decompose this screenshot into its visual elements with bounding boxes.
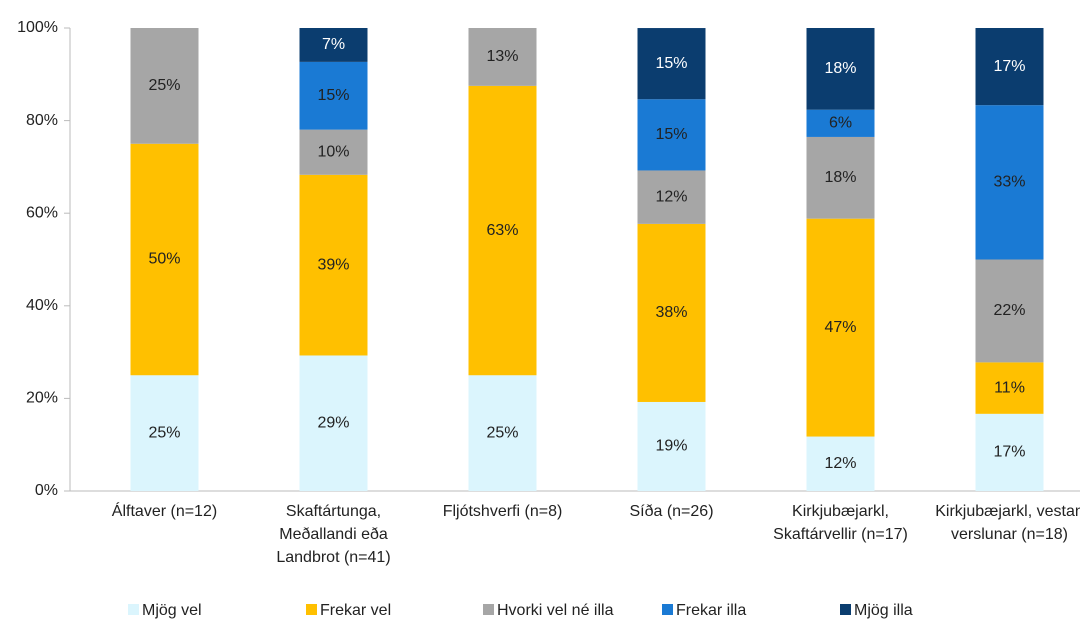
bar-segment xyxy=(806,136,875,219)
bar-segment xyxy=(637,99,706,171)
data-label: 25% xyxy=(148,77,180,94)
bar-segment xyxy=(975,28,1044,106)
bar-segment xyxy=(299,129,368,175)
bar-segment xyxy=(299,61,368,130)
data-label: 47% xyxy=(824,319,856,336)
y-tick-label: 20% xyxy=(26,390,58,407)
data-label: 29% xyxy=(317,414,349,431)
x-tick-label: Fljótshverfi (n=8) xyxy=(442,503,563,520)
data-label: 39% xyxy=(317,256,349,273)
bar-segment xyxy=(806,109,875,137)
bar-segment xyxy=(975,105,1044,260)
data-label: 18% xyxy=(824,60,856,77)
bar-segment xyxy=(299,28,368,62)
data-label: 25% xyxy=(148,424,180,441)
legend-swatch xyxy=(128,604,139,615)
legend-label: Hvorki vel né illa xyxy=(497,602,614,619)
bar-segment xyxy=(130,143,199,376)
data-label: 13% xyxy=(486,48,518,65)
data-label: 33% xyxy=(993,174,1025,191)
x-tick-label: Álftaver (n=12) xyxy=(111,503,218,520)
data-label: 22% xyxy=(993,302,1025,319)
legend-label: Frekar vel xyxy=(320,602,391,619)
data-label: 6% xyxy=(829,115,852,132)
bar-segment xyxy=(299,355,368,491)
bar-segment xyxy=(806,436,875,491)
data-label: 12% xyxy=(655,188,687,205)
bar-segment xyxy=(468,375,537,491)
y-tick-label: 100% xyxy=(17,19,58,36)
legend-swatch xyxy=(662,604,673,615)
data-label: 7% xyxy=(322,36,345,53)
y-tick-label: 60% xyxy=(26,204,58,221)
data-label: 10% xyxy=(317,143,349,160)
x-tick-label: Skaftártunga, Meðallandi eða Landbrot (n… xyxy=(276,503,391,566)
y-tick-label: 40% xyxy=(26,297,58,314)
bar-segment xyxy=(637,170,706,224)
data-label: 19% xyxy=(655,438,687,455)
bar-segment xyxy=(637,28,706,100)
bar-segment xyxy=(637,401,706,491)
data-label: 25% xyxy=(486,424,518,441)
bar-segment xyxy=(468,85,537,376)
legend-label: Frekar illa xyxy=(676,602,746,619)
bar-segment xyxy=(806,28,875,110)
x-tick-label: Kirkjubæjarkl, vestan verslunar (n=18) xyxy=(935,503,1080,543)
x-tick-label: Síða (n=26) xyxy=(629,503,714,520)
data-label: 12% xyxy=(824,455,856,472)
bar-segment xyxy=(975,413,1044,491)
bar-segment xyxy=(637,223,706,402)
y-tick-label: 80% xyxy=(26,112,58,129)
data-label: 11% xyxy=(994,379,1025,396)
bar-segment xyxy=(299,174,368,356)
data-label: 15% xyxy=(655,55,687,72)
legend-swatch xyxy=(306,604,317,615)
bar-segment xyxy=(975,259,1044,363)
legend-swatch xyxy=(483,604,494,615)
bar-segment xyxy=(130,28,199,144)
data-label: 17% xyxy=(993,444,1025,461)
y-tick-label: 0% xyxy=(35,482,58,499)
data-label: 15% xyxy=(655,126,687,143)
data-label: 38% xyxy=(655,304,687,321)
bar-segment xyxy=(468,28,537,86)
legend-label: Mjög vel xyxy=(142,602,202,619)
bar-segment xyxy=(806,218,875,437)
legend-label: Mjög illa xyxy=(854,602,913,619)
data-label: 50% xyxy=(148,251,180,268)
x-tick-label: Kirkjubæjarkl, Skaftárvellir (n=17) xyxy=(773,503,908,543)
bar-segment xyxy=(130,375,199,491)
data-label: 18% xyxy=(824,169,856,186)
data-label: 63% xyxy=(486,222,518,239)
legend-swatch xyxy=(840,604,851,615)
bar-segment xyxy=(975,362,1044,414)
data-label: 15% xyxy=(317,87,349,104)
data-label: 17% xyxy=(993,58,1025,75)
